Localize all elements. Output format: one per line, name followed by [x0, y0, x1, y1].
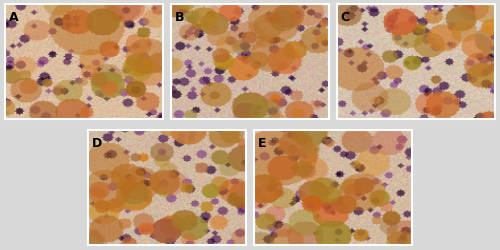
Text: B: B	[175, 11, 184, 24]
Text: C: C	[340, 11, 350, 24]
Text: A: A	[9, 11, 18, 24]
Text: D: D	[92, 136, 102, 149]
Text: E: E	[258, 136, 266, 149]
